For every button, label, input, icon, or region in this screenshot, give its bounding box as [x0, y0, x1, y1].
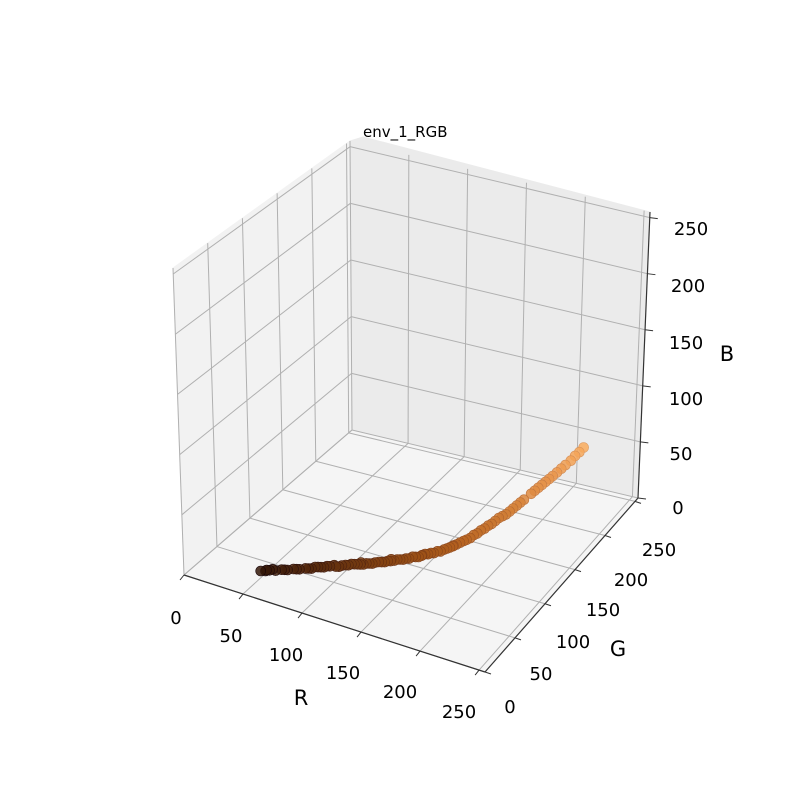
back-grid-line: [349, 146, 650, 219]
x-tick-label: 250: [442, 702, 476, 723]
back-grid-line: [463, 168, 469, 457]
floor-grid-line: [348, 432, 636, 502]
left-grid-line: [179, 316, 352, 455]
z-tick-label: 250: [674, 219, 708, 240]
left-grid-line: [183, 429, 353, 576]
x-tick-mark: [297, 612, 303, 619]
back-grid-line: [575, 196, 586, 484]
left-grid-line: [181, 372, 352, 516]
tick-marks: [179, 217, 658, 676]
z-tick-mark: [637, 497, 647, 500]
y-tick-label: 0: [504, 697, 515, 718]
y-tick-label: 150: [586, 600, 620, 621]
z-tick-label: 50: [670, 444, 693, 465]
z-axis-label: B: [720, 342, 734, 366]
y-tick-mark: [634, 500, 642, 504]
y-tick-mark: [484, 671, 492, 675]
floor-grid-line: [301, 456, 465, 614]
x-axis-label: R: [294, 686, 309, 710]
x-tick-mark: [356, 631, 362, 638]
z-tick-label: 0: [672, 498, 683, 519]
z-tick-label: 200: [671, 276, 705, 297]
left-grid-line: [177, 259, 352, 395]
left-grid-line: [311, 168, 317, 462]
left-grid-line: [175, 202, 351, 335]
left-grid-line: [172, 267, 185, 576]
z-tick-mark: [649, 217, 658, 220]
y-axis-line: [484, 497, 639, 673]
back-grid-line: [351, 316, 643, 387]
z-axis-line: [637, 211, 651, 499]
x-tick-mark: [179, 574, 185, 581]
x-tick-mark: [238, 593, 244, 600]
data-point: [525, 488, 537, 500]
z-tick-mark: [644, 329, 654, 332]
data-point: [255, 565, 267, 577]
y-tick-label: 100: [556, 632, 590, 653]
back-grid-line: [350, 259, 646, 331]
x-tick-mark: [415, 650, 421, 657]
y-tick-mark: [574, 569, 582, 573]
back-grid-line: [349, 140, 353, 431]
z-tick-label: 150: [669, 333, 703, 354]
back-grid-line: [519, 182, 527, 471]
z-tick-mark: [647, 273, 656, 276]
x-tick-label: 50: [220, 626, 243, 647]
z-tick-mark: [640, 441, 649, 444]
left-grid-line: [172, 146, 351, 275]
floor-grid-line: [216, 546, 516, 639]
z-tick-label: 100: [669, 389, 703, 410]
x-tick-label: 150: [326, 663, 360, 684]
back-grid-line: [351, 372, 641, 443]
axes-frame: [183, 211, 651, 673]
back-grid-line: [407, 154, 410, 444]
y-tick-label: 250: [642, 540, 676, 561]
floor-grid-line: [419, 482, 577, 652]
back-grid-line: [631, 210, 645, 497]
left-grid-line: [207, 243, 218, 547]
y-tick-label: 50: [530, 664, 553, 685]
y-tick-label: 200: [614, 570, 648, 591]
data-points: [255, 442, 589, 577]
floor-grid-line: [315, 460, 606, 537]
back-grid-line: [351, 429, 639, 499]
floor-grid-line: [478, 496, 633, 671]
x-tick-label: 0: [170, 608, 181, 629]
y-tick-mark: [544, 603, 552, 607]
left-grid-line: [346, 143, 350, 433]
y-tick-mark: [604, 535, 612, 539]
z-tick-mark: [642, 385, 651, 388]
y-axis-label: G: [610, 637, 626, 661]
x-axis-line: [183, 574, 486, 673]
y-tick-mark: [514, 637, 522, 641]
left-grid-line: [241, 218, 251, 519]
back-grid-line: [350, 202, 648, 275]
left-grid-line: [276, 193, 284, 490]
x-tick-label: 100: [269, 645, 303, 666]
x-tick-label: 200: [383, 682, 417, 703]
chart-title: env_1_RGB: [363, 123, 448, 142]
x-tick-mark: [474, 669, 480, 676]
floor-grid-line: [282, 489, 576, 571]
